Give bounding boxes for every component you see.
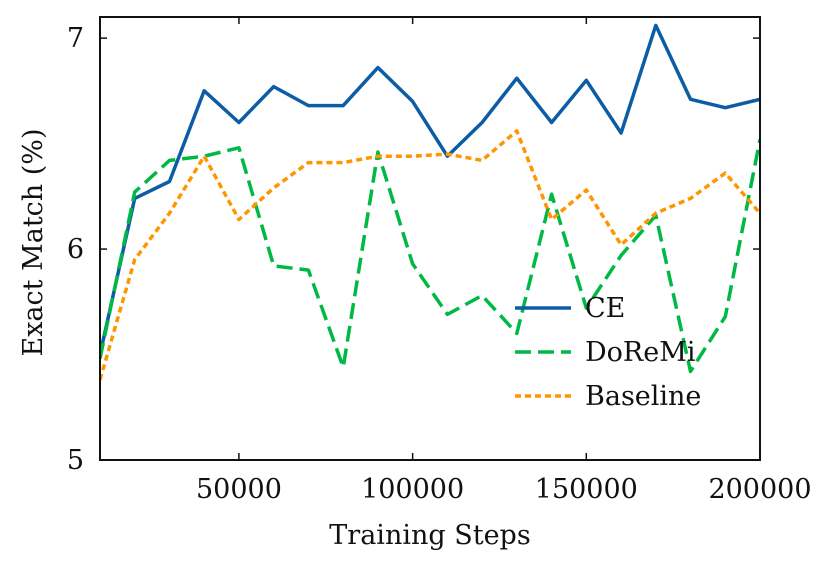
legend-label: DoReMi [585, 337, 696, 368]
series-line-baseline [100, 129, 760, 381]
series-layer [100, 23, 760, 381]
legend-item-baseline: Baseline [515, 381, 701, 412]
y-axis-title: Exact Match (%) [18, 129, 49, 357]
legend-label: CE [585, 293, 625, 324]
tick-layer: 50000 100000 150000 200000 5 6 7 [67, 17, 812, 505]
x-tick-label: 100000 [361, 474, 464, 505]
x-tick-label: 200000 [708, 474, 811, 505]
series-line-doremi [100, 139, 760, 374]
x-axis-title: Training Steps [329, 520, 530, 551]
x-tick-label: 50000 [196, 474, 282, 505]
legend-item-ce: CE [515, 293, 625, 324]
legend: CE DoReMi Baseline [515, 293, 701, 412]
series-line-ce [100, 23, 760, 355]
y-tick-label: 5 [67, 445, 84, 476]
y-tick-label: 6 [67, 234, 84, 265]
legend-item-doremi: DoReMi [515, 337, 696, 368]
legend-label: Baseline [585, 381, 701, 412]
x-tick-label: 150000 [535, 474, 638, 505]
y-tick-label: 7 [67, 23, 84, 54]
axes-frame [99, 16, 761, 461]
